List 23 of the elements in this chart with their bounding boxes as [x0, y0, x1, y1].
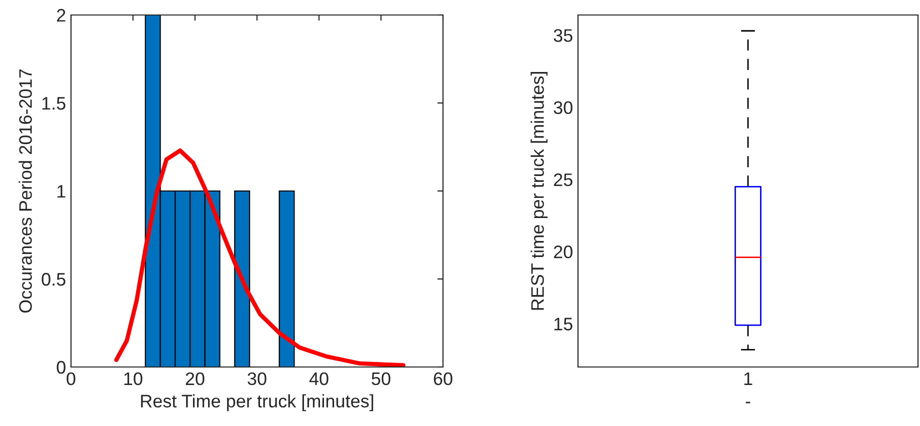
- x-axis-title: -: [746, 402, 750, 404]
- x-axis-title: Rest Time per truck [minutes]: [141, 394, 374, 412]
- x-tick-label: 60: [434, 372, 452, 386]
- x-tick-label: 40: [309, 372, 328, 386]
- y-axis-title: Occurances Period 2016-2017: [18, 69, 32, 313]
- y-tick-label: 35: [554, 29, 572, 42]
- line-series: [114, 148, 406, 367]
- y-tick-label: 0: [56, 360, 66, 374]
- y-tick-label: 25: [554, 173, 572, 186]
- x-tick-label: 50: [372, 372, 390, 386]
- x-tick-label: 1: [744, 372, 752, 385]
- y-tick-label: 15: [554, 318, 572, 330]
- y-tick-label: 2: [57, 8, 66, 22]
- y-axis-title: REST time per truck [minutes]: [530, 72, 548, 310]
- x-tick-label: 10: [124, 372, 142, 386]
- y-tick-label: 20: [554, 246, 572, 258]
- x-tick-label: 0: [66, 372, 76, 386]
- y-tick-label: 1: [57, 185, 66, 198]
- y-tick-label: 30: [554, 101, 572, 114]
- y-tick-label: 1.5: [42, 97, 66, 110]
- y-tick-label: 0.5: [42, 272, 66, 286]
- x-tick-label: 30: [248, 372, 266, 386]
- x-tick-label: 20: [186, 372, 204, 386]
